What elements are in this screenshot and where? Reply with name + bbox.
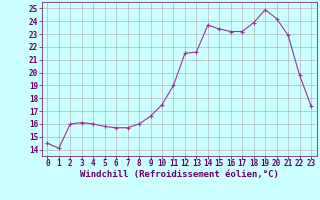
X-axis label: Windchill (Refroidissement éolien,°C): Windchill (Refroidissement éolien,°C) [80,170,279,179]
